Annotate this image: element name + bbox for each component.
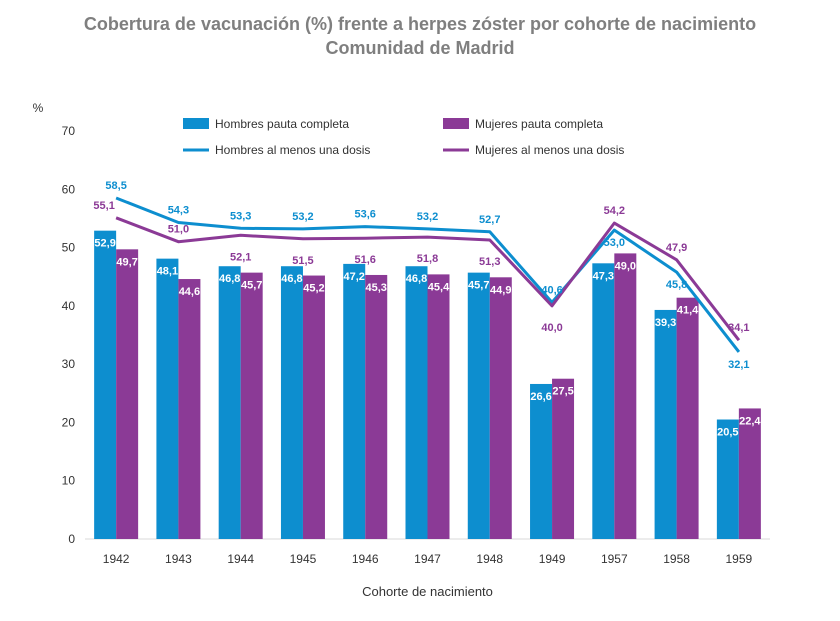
x-axis-label: Cohorte de nacimiento [362,584,493,599]
y-tick-label: 60 [62,182,76,196]
bar-data-label: 52,9 [94,238,115,250]
legend-label: Mujeres pauta completa [475,117,603,131]
line-data-label: 51,5 [292,255,313,267]
legend-swatch [183,118,209,129]
line-data-label: 45,8 [666,279,687,291]
bar-data-label: 45,4 [428,281,450,293]
line-mujeres [115,216,741,342]
line-data-label: 53,6 [355,209,376,221]
line-data-label: 40,0 [541,322,562,334]
bar-hombres [156,258,179,539]
bar-data-label: 46,8 [406,273,427,285]
bar-data-label: 49,7 [116,256,137,268]
bar-data-label: 45,2 [303,283,324,295]
x-tick-label: 1948 [476,552,503,566]
line-data-label: 58,5 [105,180,126,192]
x-tick-label: 1957 [601,552,628,566]
bar-data-label: 44,6 [179,286,200,298]
x-tick-label: 1944 [227,552,254,566]
legend-label: Mujeres al menos una dosis [475,143,624,157]
bar-mujeres [302,275,325,539]
line-data-label: 32,1 [728,359,749,371]
legend-swatch [443,118,469,129]
y-tick-label: 0 [68,532,75,546]
chart-title: Cobertura de vacunación (%) frente a her… [83,14,757,34]
x-tick-label: 1946 [352,552,379,566]
line-data-label: 34,1 [728,322,749,334]
bar-hombres [592,263,615,539]
line-data-label: 54,2 [604,205,625,217]
bar-data-label: 20,5 [717,427,738,439]
chart-subtitle: Comunidad de Madrid [325,38,515,58]
y-tick-label: 40 [62,299,76,313]
line-data-label: 52,7 [479,214,500,226]
bar-hombres [530,383,553,539]
line-data-label: 51,3 [479,256,500,268]
y-tick-label: 20 [62,415,76,429]
line-data-label: 40,6 [541,284,562,296]
line-data-label: 53,2 [417,211,438,223]
bar-data-label: 48,1 [157,266,178,278]
bar-data-label: 26,6 [530,391,551,403]
x-tick-label: 1943 [165,552,192,566]
bar-data-label: 39,3 [655,317,676,329]
bar-mujeres [427,274,450,539]
line-data-label: 51,6 [355,254,376,266]
bar-hombres [716,419,739,539]
y-axis-label: % [33,101,44,115]
line-data-label: 47,9 [666,242,687,254]
line-data-label: 53,2 [292,211,313,223]
bar-hombres [280,266,303,539]
x-tick-label: 1959 [726,552,753,566]
bar-mujeres [365,274,388,539]
y-tick-label: 50 [62,241,76,255]
bar-data-label: 44,9 [490,284,511,296]
bar-mujeres [738,408,761,539]
bar-data-label: 41,4 [677,305,699,317]
line-data-label: 55,1 [93,200,114,212]
bar-hombres [94,230,117,539]
bar-hombres [405,266,428,539]
legend-label: Hombres pauta completa [215,117,349,131]
bar-data-label: 27,5 [552,386,573,398]
line-data-label: 54,3 [168,205,189,217]
bar-data-label: 47,2 [344,271,365,283]
bar-hombres [654,309,677,539]
bar-mujeres [240,272,263,539]
bar-mujeres [116,249,139,539]
bar-data-label: 45,7 [241,280,262,292]
bar-hombres [467,272,490,539]
x-tick-label: 1958 [663,552,690,566]
line-data-label: 53,3 [230,210,251,222]
bar-data-label: 46,8 [219,273,240,285]
bar-mujeres [489,277,512,539]
line-data-label: 53,0 [604,237,625,249]
y-tick-label: 30 [62,357,76,371]
bar-data-label: 22,4 [739,415,761,427]
bar-mujeres [552,378,575,539]
bar-data-label: 47,3 [593,270,614,282]
legend-label: Hombres al menos una dosis [215,143,370,157]
x-tick-label: 1942 [103,552,130,566]
x-tick-label: 1945 [290,552,317,566]
bar-data-label: 49,0 [615,260,636,272]
bar-mujeres [178,279,201,539]
bar-data-label: 46,8 [281,273,302,285]
bar-hombres [218,266,241,539]
bar-mujeres [614,253,637,539]
line-data-label: 51,8 [417,253,438,265]
bar-mujeres [676,297,699,539]
bar-data-label: 45,3 [366,282,387,294]
bar-data-label: 45,7 [468,280,489,292]
bar-hombres [343,263,366,539]
x-tick-label: 1947 [414,552,441,566]
line-hombres [115,196,741,353]
y-tick-label: 10 [62,474,76,488]
line-data-label: 51,0 [168,224,189,236]
x-tick-label: 1949 [539,552,566,566]
line-data-label: 52,1 [230,251,251,263]
y-tick-label: 70 [62,124,76,138]
